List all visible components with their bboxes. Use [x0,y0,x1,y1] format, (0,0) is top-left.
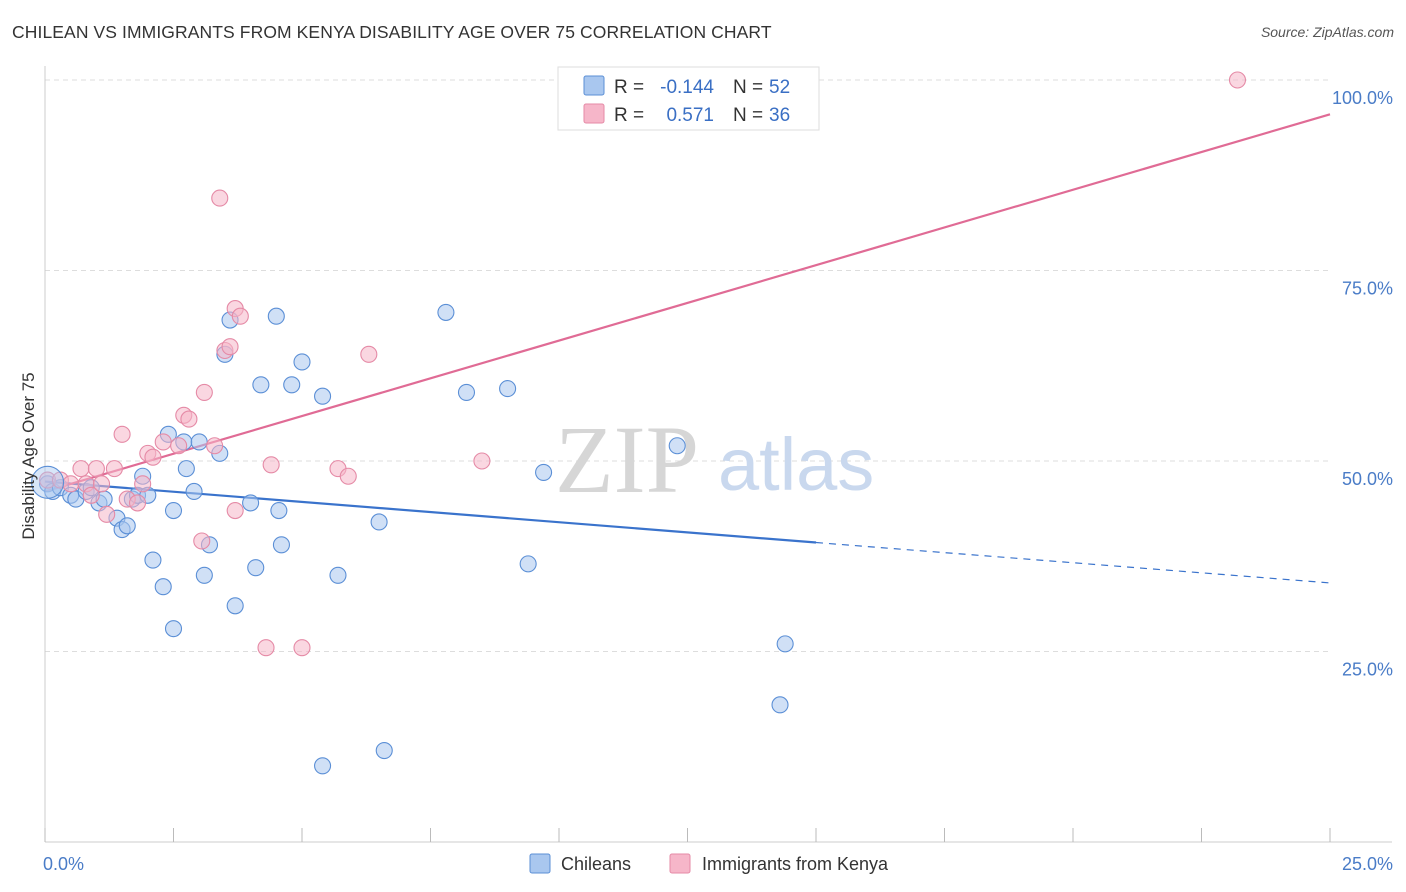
point-kenya-34 [360,345,378,363]
point-kenya-33 [339,467,357,485]
point-chileans-19 [164,501,183,520]
point-kenya-35 [473,452,491,470]
trend-line-chileans [44,480,817,544]
legend-r-label-chileans: R = [614,77,644,98]
trend-lines [44,113,1331,584]
point-kenya-10 [113,425,131,443]
point-chileans-40 [314,757,332,775]
y-tick-label-2: 75.0% [1342,279,1393,299]
series-legend-label-kenya: Immigrants from Kenya [702,854,889,874]
y-tick-label-3: 100.0% [1332,88,1393,108]
point-kenya-36 [1228,71,1247,89]
trend-line-chileans-extension [815,541,1331,584]
axes [44,66,1392,843]
point-chileans-35 [270,501,288,520]
point-chileans-51 [776,635,794,653]
point-kenya-8 [98,505,116,523]
point-kenya-3 [72,460,90,478]
point-chileans-41 [329,566,347,584]
point-kenya-12 [128,494,147,512]
point-kenya-16 [154,433,172,451]
point-kenya-13 [134,475,152,493]
data-points [31,71,1247,775]
point-chileans-36 [272,536,290,554]
point-kenya-22 [206,437,224,455]
point-kenya-2 [62,475,80,493]
point-chileans-50 [771,696,789,714]
point-chileans-17 [154,578,172,596]
series-legend: Chileans Immigrants from Kenya [529,853,889,874]
point-chileans-48 [535,463,553,481]
series-legend-label-chileans: Chileans [561,854,631,874]
point-chileans-43 [375,742,393,760]
legend: R = -0.144 N = 52 R = 0.571 N = 36 [557,66,820,131]
legend-n-label-kenya: N = [733,105,763,126]
legend-n-value-chileans: 52 [769,77,790,98]
y-axis-title: Disability Age Over 75 [19,372,38,539]
watermark: ZIP atlas [555,406,874,513]
point-kenya-21 [195,383,213,401]
legend-r-value-kenya: 0.571 [666,105,714,126]
y-tick-label-0: 25.0% [1342,660,1393,680]
point-chileans-44 [437,303,455,321]
point-kenya-20 [193,532,211,550]
y-tick-labels: 25.0% 50.0% 75.0% 100.0% [1332,88,1393,680]
point-chileans-49 [668,437,686,455]
point-kenya-29 [257,639,275,657]
point-chileans-24 [190,433,208,451]
trend-line-kenya [44,113,1331,493]
point-kenya-7 [92,475,111,493]
point-chileans-31 [242,494,260,512]
point-kenya-25 [221,338,239,356]
point-chileans-32 [247,559,265,577]
x-tick-label-0: 0.0% [43,854,84,874]
series-legend-swatch-chileans [529,853,551,874]
point-kenya-19 [180,410,198,428]
x-tick-label-1: 25.0% [1342,854,1393,874]
point-chileans-20 [164,620,183,638]
point-chileans-25 [195,566,213,584]
watermark-atlas: atlas [718,423,874,506]
point-chileans-16 [144,551,162,569]
point-kenya-9 [105,460,123,478]
point-chileans-30 [226,597,244,615]
point-kenya-17 [170,437,188,455]
point-kenya-5 [82,486,100,504]
point-chileans-23 [185,482,203,501]
legend-r-value-chileans: -0.144 [660,77,714,98]
point-chileans-37 [283,376,301,394]
point-kenya-6 [87,460,105,478]
point-chileans-33 [252,376,270,394]
point-chileans-11 [118,517,136,535]
point-kenya-26 [226,501,244,520]
legend-r-label-kenya: R = [614,105,644,126]
watermark-zip: ZIP [555,406,699,513]
point-chileans-38 [293,353,311,371]
point-kenya-23 [211,189,229,207]
point-chileans-45 [457,383,476,401]
point-kenya-31 [293,639,311,657]
legend-swatch-kenya [583,103,605,124]
y-tick-label-1: 50.0% [1342,469,1393,489]
point-chileans-34 [267,307,285,325]
point-chileans-47 [519,555,537,573]
legend-n-label-chileans: N = [733,77,763,98]
point-cluster-origin [31,465,65,499]
x-tick-labels: 0.0% 25.0% [43,854,1393,874]
legend-swatch-chileans [583,75,605,96]
point-chileans-42 [370,513,388,531]
point-kenya-28 [231,307,249,325]
point-chileans-39 [314,387,332,405]
series-legend-swatch-kenya [669,853,691,874]
legend-n-value-kenya: 36 [769,105,790,126]
chart-title: CHILEAN VS IMMIGRANTS FROM KENYA DISABIL… [12,22,772,42]
gridlines [45,79,1330,652]
point-kenya-30 [262,456,280,474]
source-label: Source: ZipAtlas.com [1260,24,1394,40]
point-chileans-22 [177,460,195,478]
point-kenya-15 [144,448,162,466]
point-chileans-46 [499,380,517,398]
